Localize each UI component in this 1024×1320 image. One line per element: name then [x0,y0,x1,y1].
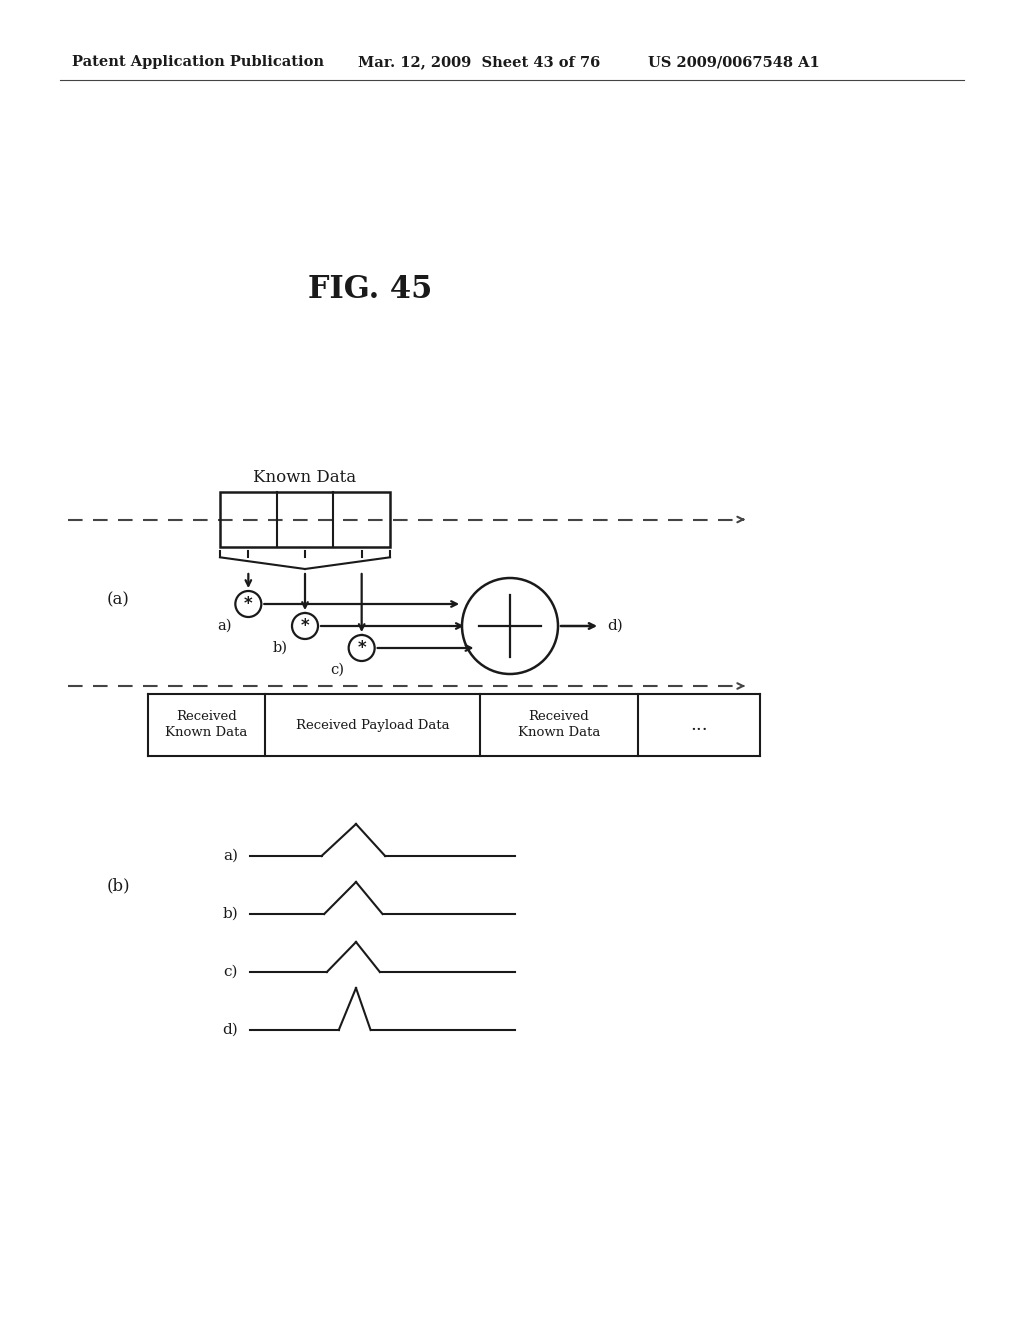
Text: b): b) [222,907,238,921]
Circle shape [292,612,318,639]
Text: Received Payload Data: Received Payload Data [296,718,450,731]
Text: *: * [301,616,309,635]
Text: Received
Known Data: Received Known Data [518,710,600,739]
Text: ...: ... [690,715,708,734]
Text: d): d) [607,619,623,634]
Text: Known Data: Known Data [253,470,356,487]
Text: (a): (a) [106,591,129,609]
Text: c): c) [331,663,345,677]
Text: Received
Known Data: Received Known Data [165,710,248,739]
Text: d): d) [222,1023,238,1038]
Text: a): a) [223,849,238,863]
Bar [220,492,390,546]
Text: a): a) [217,619,231,634]
Text: *: * [357,639,366,657]
Text: US 2009/0067548 A1: US 2009/0067548 A1 [648,55,820,69]
Text: Patent Application Publication: Patent Application Publication [72,55,324,69]
Text: *: * [244,595,253,612]
Circle shape [348,635,375,661]
Text: b): b) [273,642,288,655]
Circle shape [462,578,558,675]
Text: Mar. 12, 2009  Sheet 43 of 76: Mar. 12, 2009 Sheet 43 of 76 [358,55,600,69]
Text: c): c) [223,965,238,979]
Circle shape [236,591,261,616]
Text: FIG. 45: FIG. 45 [308,275,432,305]
Text: (b): (b) [106,878,130,895]
